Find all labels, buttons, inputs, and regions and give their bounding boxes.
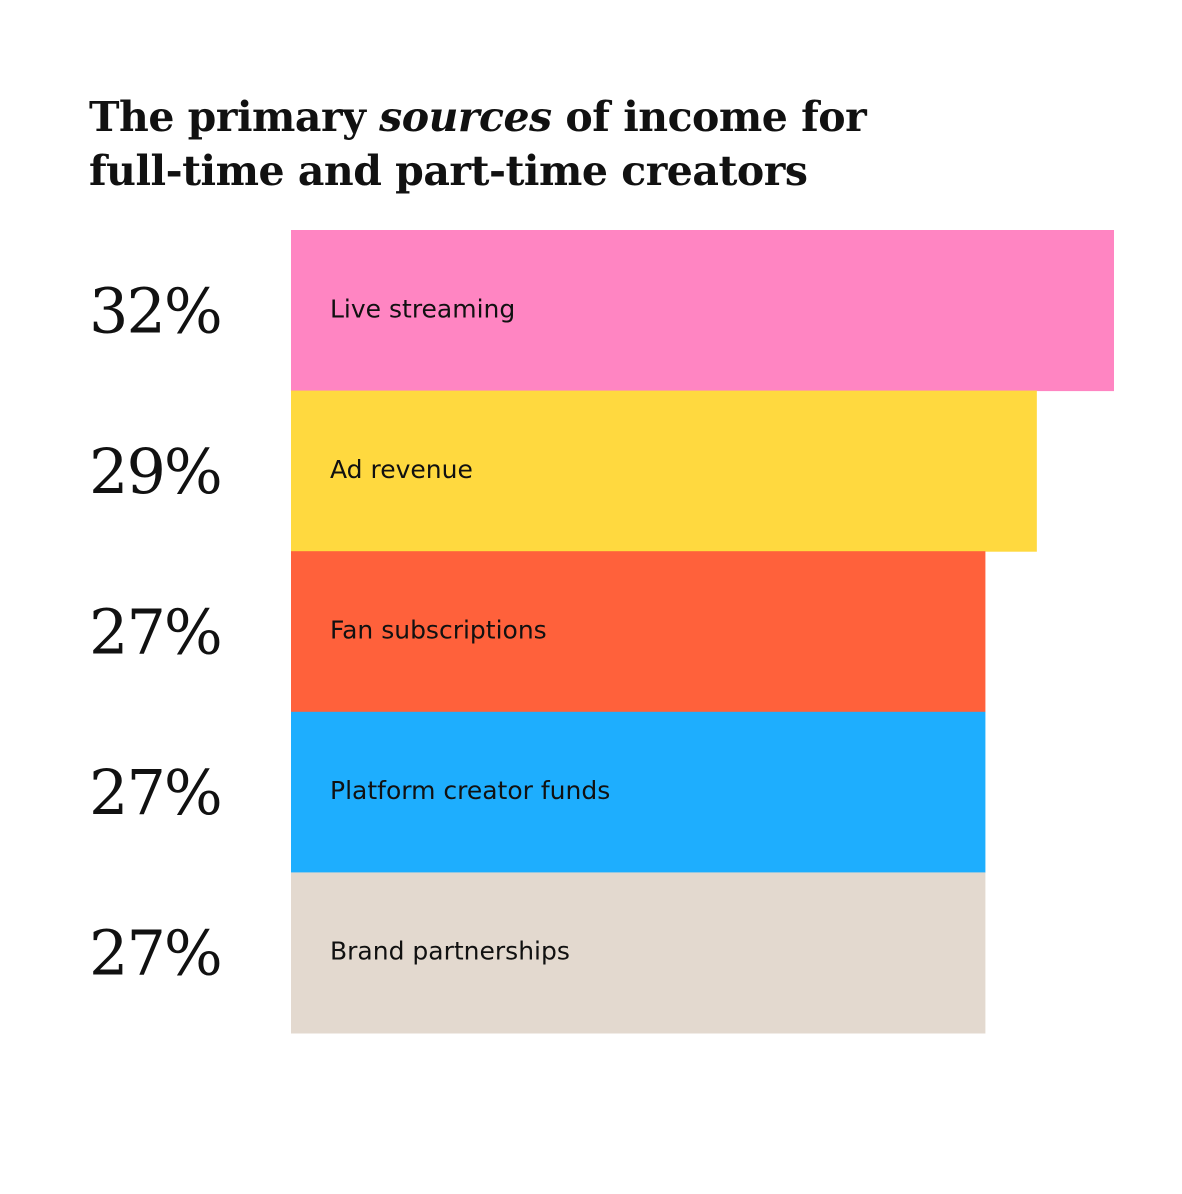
title-post: of income for: [551, 93, 867, 141]
value-label-platform-creator-funds: 27%: [89, 756, 221, 829]
bar-brand-partnerships: [291, 872, 986, 1034]
bar-label-ad-revenue: Ad revenue: [330, 455, 473, 484]
bar-live-streaming: [291, 230, 1114, 392]
bar-label-live-streaming: Live streaming: [330, 294, 515, 323]
value-label-live-streaming: 32%: [89, 274, 221, 347]
title-pre: The primary: [89, 93, 380, 141]
bar-ad-revenue: [291, 390, 1037, 552]
value-label-brand-partnerships: 27%: [89, 917, 221, 990]
bar-label-platform-creator-funds: Platform creator funds: [330, 776, 610, 805]
chart-title: The primary sources of income for full-t…: [89, 90, 867, 198]
title-line-2: full-time and part-time creators: [89, 147, 808, 195]
bar-fan-subscriptions: [291, 551, 986, 713]
title-emphasis: sources: [379, 93, 552, 141]
title-line-1: The primary sources of income for: [89, 90, 867, 144]
value-label-fan-subscriptions: 27%: [89, 596, 221, 669]
bar-label-fan-subscriptions: Fan subscriptions: [330, 616, 547, 645]
bar-label-brand-partnerships: Brand partnerships: [330, 937, 570, 966]
value-label-ad-revenue: 29%: [89, 435, 221, 508]
bar-platform-creator-funds: [291, 711, 986, 873]
